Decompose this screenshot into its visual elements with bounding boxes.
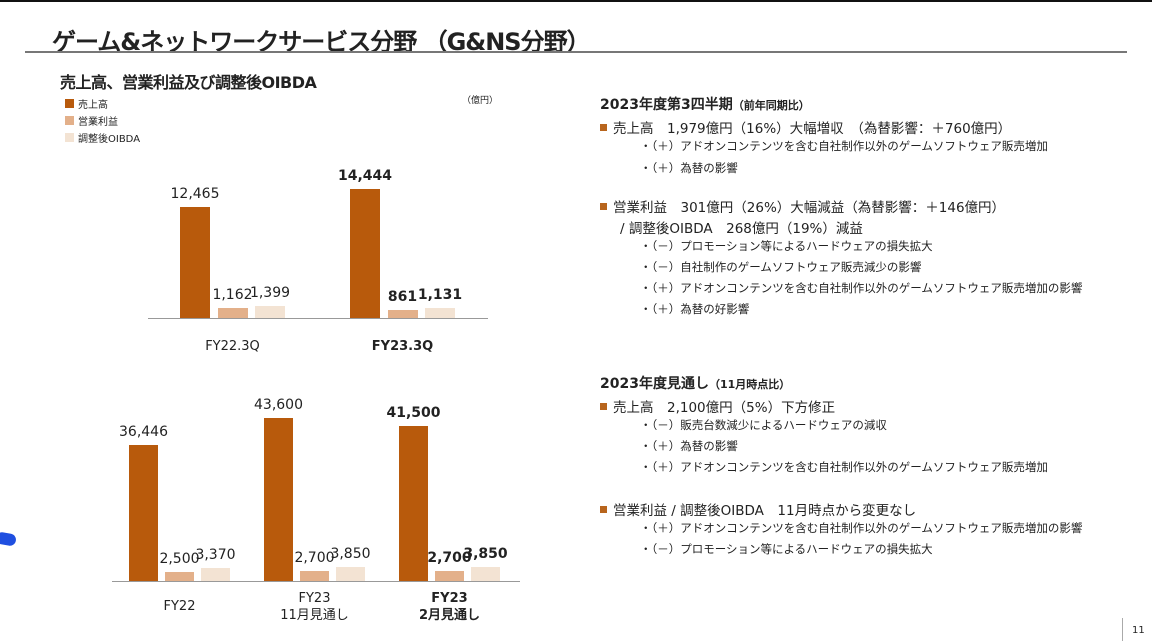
bullet-icon	[600, 202, 607, 210]
chart1-axis	[148, 318, 488, 319]
list-item: ・（＋）アドオンコンテンツを含む自社制作以外のゲームソフトウェア販売増加の影響	[640, 281, 1083, 295]
bar-sales	[264, 418, 293, 581]
bar-oibda	[336, 566, 365, 581]
top-border	[0, 0, 1152, 2]
bar-oibda	[201, 568, 230, 581]
bar-operating-income	[217, 307, 248, 318]
unit-label: （億円）	[462, 96, 499, 106]
legend-label: 営業利益	[78, 117, 118, 128]
legend-swatch-oibda	[65, 133, 74, 142]
legend-swatch-operating-income	[65, 116, 74, 125]
legend-label: 調整後OIBDA	[78, 134, 141, 145]
bar-operating-income	[300, 570, 329, 581]
chart-section-title: 売上高、営業利益及び調整後OIBDA	[60, 73, 317, 92]
list-item: ・（－）プロモーション等によるハードウェアの損失拡大	[640, 239, 933, 253]
bar-sales	[180, 206, 210, 318]
category-label: FY22	[163, 599, 196, 614]
data-label-operating-income: 861	[387, 289, 418, 306]
category-label: FY23.3Q	[371, 339, 434, 354]
category-label: FY23 2月見通し	[418, 591, 481, 623]
bar-oibda	[425, 307, 455, 318]
bar-oibda	[255, 305, 285, 318]
list-item: ・（＋）アドオンコンテンツを含む自社制作以外のゲームソフトウェア販売増加	[640, 460, 1048, 474]
data-label-operating-income: 2,700	[294, 549, 335, 566]
forecast-heading: 2023年度見通し（11月時点比）	[600, 376, 791, 392]
forecast-sales-bullet: 売上高 2,100億円（5%）下方修正	[600, 396, 835, 416]
q3-oi-bullet: 営業利益 301億円（26%）大幅減益（為替影響：＋146億円）	[600, 196, 1005, 216]
bar-sales	[350, 189, 380, 318]
bullet-icon	[600, 123, 607, 131]
data-label-oibda: 1,131	[417, 286, 463, 303]
blue-pen-mark	[0, 531, 17, 547]
bar-sales	[129, 445, 158, 581]
legend-swatch-sales	[65, 99, 74, 108]
q3-sales-bullet: 売上高 1,979億円（16%）大幅増収 （為替影響：＋760億円）	[600, 117, 1011, 137]
bar-operating-income	[387, 310, 418, 318]
title-underline	[25, 51, 1127, 53]
bullet-icon	[600, 505, 607, 513]
bar-sales	[399, 426, 428, 581]
bar-oibda	[471, 566, 500, 581]
data-label-sales: 43,600	[254, 397, 303, 414]
data-label-oibda: 3,850	[463, 545, 508, 562]
data-label-oibda: 3,370	[195, 547, 236, 564]
legend-item-sales: 売上高	[65, 96, 108, 111]
list-item: ・（－）販売台数減少によるハードウェアの減収	[640, 418, 887, 432]
bar-operating-income	[435, 570, 464, 581]
list-item: ・（＋）アドオンコンテンツを含む自社制作以外のゲームソフトウェア販売増加の影響	[640, 521, 1083, 535]
list-item: ・（－）プロモーション等によるハードウェアの損失拡大	[640, 542, 933, 556]
category-label: FY23 11月見通し	[280, 591, 349, 623]
list-item: ・（＋）為替の影響	[640, 439, 738, 453]
page-number: 11	[1132, 625, 1145, 636]
bullet-icon	[600, 402, 607, 410]
data-label-operating-income: 2,500	[159, 550, 200, 567]
category-label: FY22.3Q	[205, 339, 260, 354]
q3-oibda-line: / 調整後OIBDA 268億円（19%）減益	[620, 221, 863, 237]
data-label-oibda: 3,850	[330, 545, 371, 562]
bar-operating-income	[165, 571, 194, 581]
data-label-sales: 14,444	[337, 168, 393, 185]
list-item: ・（＋）アドオンコンテンツを含む自社制作以外のゲームソフトウェア販売増加	[640, 139, 1048, 153]
forecast-oi-bullet: 営業利益 / 調整後OIBDA 11月時点から変更なし	[600, 499, 916, 519]
data-label-sales: 12,465	[170, 185, 220, 202]
data-label-sales: 41,500	[386, 405, 441, 422]
data-label-operating-income: 2,700	[427, 549, 472, 566]
legend-item-oibda: 調整後OIBDA	[65, 130, 140, 145]
data-label-operating-income: 1,162	[212, 286, 253, 303]
legend-label: 売上高	[78, 100, 108, 111]
list-item: ・（＋）為替の影響	[640, 161, 738, 175]
chart2-axis	[112, 581, 520, 582]
data-label-oibda: 1,399	[249, 284, 291, 301]
list-item: ・（＋）為替の好影響	[640, 302, 750, 316]
data-label-sales: 36,446	[119, 424, 168, 441]
page-divider	[1122, 618, 1123, 641]
legend-item-operating-income: 営業利益	[65, 113, 118, 128]
q3-heading: 2023年度第3四半期（前年同期比）	[600, 97, 810, 113]
list-item: ・（－）自社制作のゲームソフトウェア販売減少の影響	[640, 260, 922, 274]
